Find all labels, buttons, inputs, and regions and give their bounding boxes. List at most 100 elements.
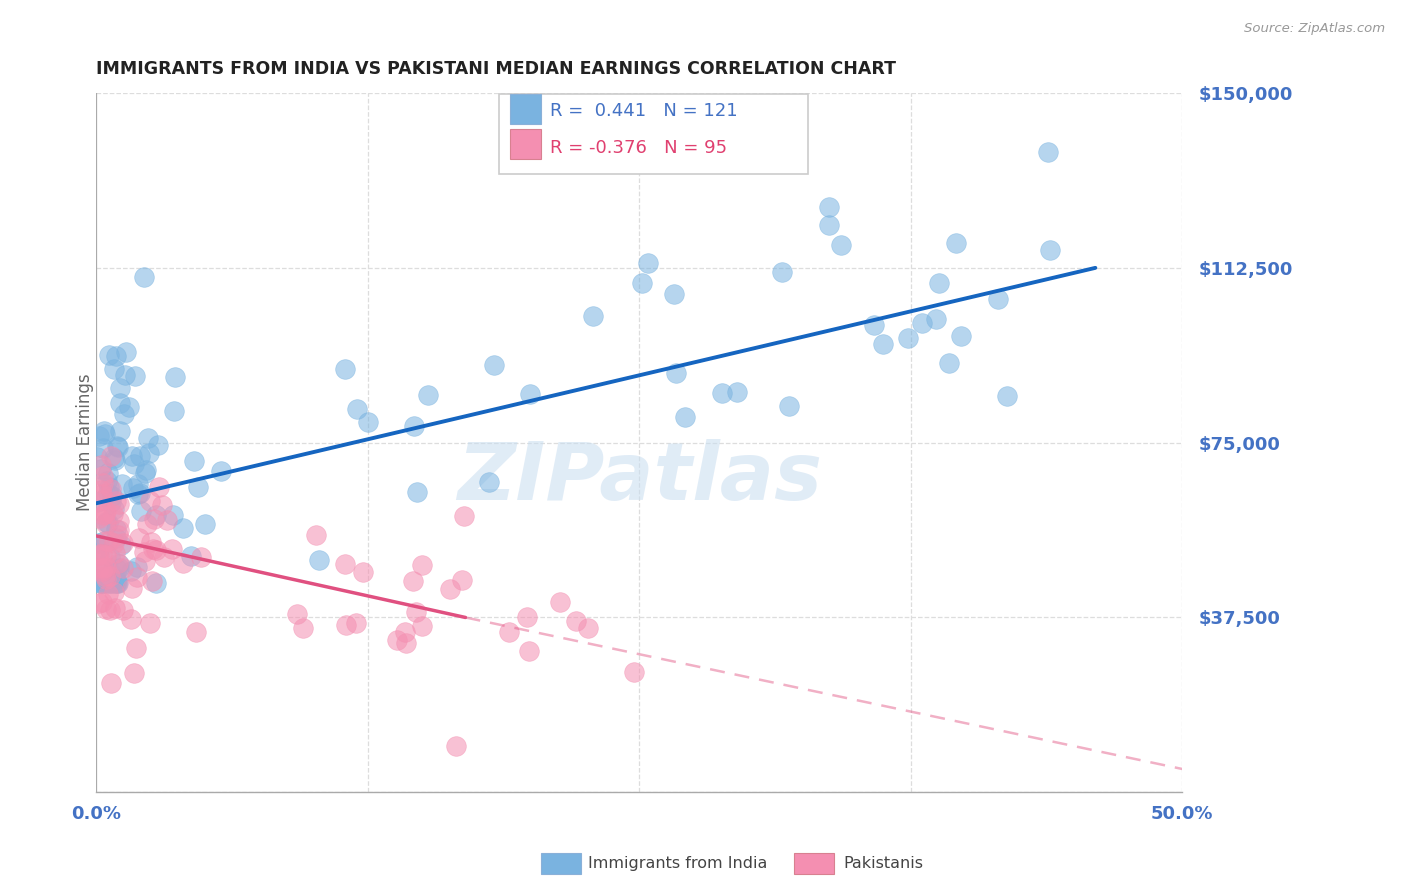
- Point: [93, 533, 115, 548]
- Point: [97, 348, 120, 362]
- Point: [163, 404, 186, 418]
- Point: [112, 408, 135, 422]
- Point: [925, 312, 948, 326]
- Point: [110, 381, 132, 395]
- Point: [335, 558, 357, 572]
- Point: [97, 485, 120, 500]
- Point: [110, 424, 132, 438]
- Point: [872, 336, 894, 351]
- Point: [104, 349, 127, 363]
- Point: [94, 575, 117, 590]
- Point: [100, 675, 122, 690]
- Point: [134, 554, 156, 568]
- Point: [623, 665, 645, 679]
- Point: [308, 552, 330, 566]
- Point: [162, 508, 184, 522]
- Point: [100, 549, 122, 564]
- Point: [411, 619, 433, 633]
- Point: [100, 494, 122, 508]
- Point: [90, 462, 112, 476]
- Point: [145, 542, 167, 557]
- Point: [94, 507, 117, 521]
- Point: [148, 480, 170, 494]
- Point: [94, 504, 117, 518]
- Point: [387, 632, 409, 647]
- Point: [406, 485, 429, 500]
- Point: [90, 493, 112, 508]
- Point: [172, 556, 194, 570]
- Point: [122, 665, 145, 680]
- Point: [127, 570, 149, 584]
- Point: [96, 559, 118, 574]
- Point: [101, 489, 124, 503]
- Point: [132, 269, 155, 284]
- Point: [120, 564, 142, 578]
- Point: [356, 415, 378, 429]
- Text: IMMIGRANTS FROM INDIA VS PAKISTANI MEDIAN EARNINGS CORRELATION CHART: IMMIGRANTS FROM INDIA VS PAKISTANI MEDIA…: [96, 60, 896, 78]
- Text: Immigrants from India: Immigrants from India: [588, 856, 768, 871]
- Point: [517, 644, 540, 658]
- Point: [938, 356, 960, 370]
- Point: [91, 469, 114, 483]
- Point: [453, 508, 475, 523]
- Point: [103, 362, 125, 376]
- Point: [194, 516, 217, 531]
- Point: [122, 481, 145, 495]
- Point: [94, 549, 117, 563]
- Point: [93, 508, 115, 522]
- Point: [114, 368, 136, 383]
- Point: [103, 572, 125, 586]
- Point: [100, 482, 122, 496]
- Point: [112, 535, 135, 549]
- Point: [89, 483, 111, 497]
- Point: [97, 587, 120, 601]
- Point: [91, 487, 114, 501]
- Point: [91, 595, 114, 609]
- Point: [335, 617, 357, 632]
- Point: [439, 582, 461, 597]
- Point: [411, 558, 433, 573]
- Point: [107, 528, 129, 542]
- Point: [335, 362, 357, 376]
- Point: [87, 596, 110, 610]
- Point: [187, 480, 209, 494]
- Point: [134, 466, 156, 480]
- Point: [1039, 244, 1062, 258]
- Point: [138, 446, 160, 460]
- Point: [190, 550, 212, 565]
- Y-axis label: Median Earnings: Median Earnings: [76, 374, 94, 511]
- Point: [675, 410, 697, 425]
- Point: [125, 560, 148, 574]
- Point: [98, 603, 121, 617]
- Text: ZIPatlas: ZIPatlas: [457, 439, 821, 516]
- Point: [129, 449, 152, 463]
- Point: [103, 575, 125, 590]
- Point: [103, 585, 125, 599]
- Point: [1036, 145, 1059, 159]
- Point: [830, 237, 852, 252]
- Point: [564, 615, 586, 629]
- Point: [90, 458, 112, 472]
- Point: [152, 549, 174, 564]
- Point: [145, 575, 167, 590]
- Point: [87, 547, 110, 561]
- Point: [90, 565, 112, 579]
- Point: [91, 442, 114, 456]
- Point: [725, 384, 748, 399]
- Point: [89, 429, 111, 443]
- Point: [90, 575, 112, 590]
- Point: [160, 541, 183, 556]
- Point: [897, 331, 920, 345]
- Point: [582, 309, 605, 323]
- Point: [93, 561, 115, 575]
- Point: [100, 566, 122, 581]
- Point: [127, 487, 149, 501]
- Point: [103, 535, 125, 549]
- Point: [772, 265, 794, 279]
- Point: [104, 453, 127, 467]
- Point: [352, 566, 374, 580]
- Point: [108, 514, 131, 528]
- Point: [98, 575, 121, 590]
- Point: [121, 581, 143, 595]
- Point: [995, 389, 1018, 403]
